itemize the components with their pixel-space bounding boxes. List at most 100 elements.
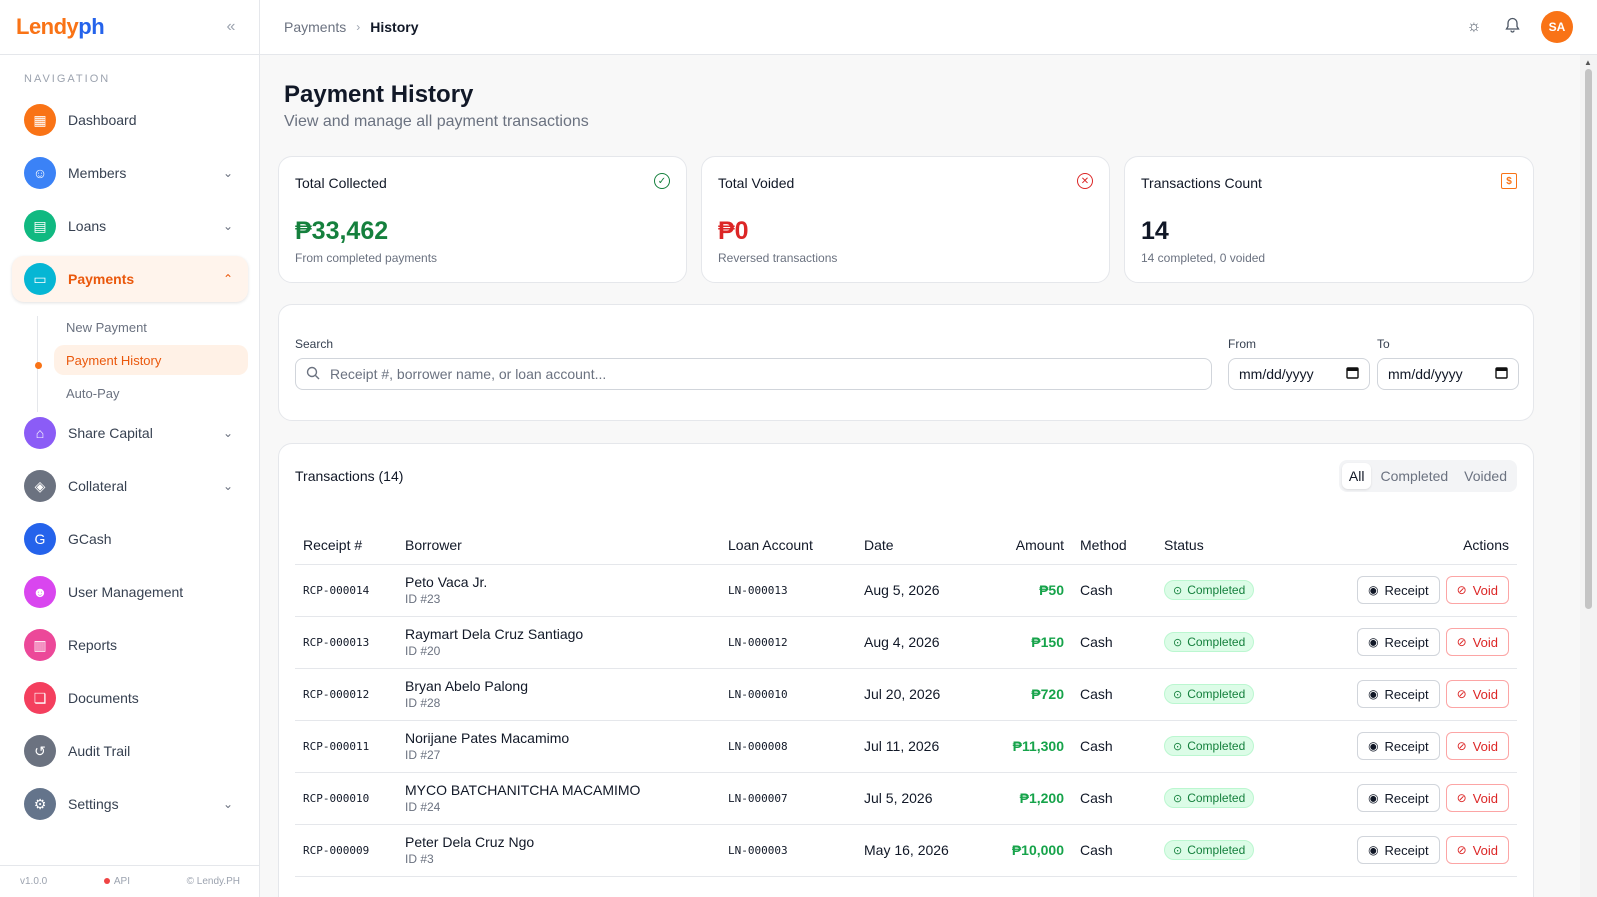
transactions-card: Transactions (14) All Completed Voided Rec…	[278, 443, 1534, 897]
top-header: Payments › History ☼ SA	[260, 0, 1597, 55]
calendar-icon[interactable]	[1346, 366, 1359, 382]
x-circle-icon: ✕	[1077, 173, 1093, 189]
payment-method: Cash	[1072, 772, 1156, 825]
loan-account: LN-000007	[720, 772, 856, 825]
check-circle-icon: ⊙	[1173, 636, 1183, 649]
sidebar-item-user-management[interactable]: ☻ User Management	[12, 569, 248, 615]
column-header-date: Date	[856, 526, 966, 565]
from-date-input[interactable]: mm/dd/yyyy	[1228, 358, 1370, 390]
user-avatar[interactable]: SA	[1541, 11, 1573, 43]
payment-date: Jul 20, 2026	[856, 668, 966, 721]
status-badge: ⊙ Completed	[1164, 788, 1255, 808]
sidebar-item-members[interactable]: ☺ Members ⌄	[12, 150, 248, 196]
brand-logo[interactable]: Lendyph	[16, 14, 105, 40]
void-button[interactable]: ⊘ Void	[1445, 732, 1509, 760]
check-circle-icon: ✓	[654, 173, 670, 189]
sidebar-item-audit-trail[interactable]: ↺ Audit Trail	[12, 728, 248, 774]
calendar-icon[interactable]	[1495, 366, 1508, 382]
collapse-sidebar-icon[interactable]: «	[226, 18, 236, 35]
borrower-name[interactable]: Norijane Pates Macamimo	[405, 730, 570, 746]
borrower-name[interactable]: Bryan Abelo Palong	[405, 678, 528, 694]
void-button[interactable]: ⊘ Void	[1445, 628, 1509, 656]
receipt-button-label: Receipt	[1384, 790, 1429, 806]
notification-bell-icon[interactable]	[1503, 17, 1521, 38]
status-cell: ⊙ Completed	[1156, 824, 1308, 877]
actions-cell: ◉ Receipt ⊘ Void	[1308, 824, 1517, 877]
receipt-icon: $	[1501, 173, 1517, 189]
check-circle-icon: ⊙	[1173, 688, 1183, 701]
breadcrumb-parent[interactable]: Payments	[284, 19, 347, 35]
payment-method: Cash	[1072, 824, 1156, 877]
sidebar-item-settings[interactable]: ⚙ Settings ⌄	[12, 781, 248, 827]
table-row: RCP-000014 Peto Vaca Jr. ID #23 LN-000013 Au…	[295, 564, 1517, 617]
eye-icon: ◉	[1368, 843, 1379, 857]
theme-toggle-icon[interactable]: ☼	[1466, 18, 1482, 35]
ban-icon: ⊘	[1456, 635, 1467, 649]
to-date-input[interactable]: mm/dd/yyyy	[1377, 358, 1519, 390]
stat-title: Total Collected	[295, 175, 387, 191]
receipt-number: RCP-000013	[295, 616, 397, 669]
ban-icon: ⊘	[1456, 843, 1467, 857]
members-icon: ☺	[24, 157, 56, 189]
payment-amount: ₱10,000	[966, 824, 1072, 877]
view-receipt-button[interactable]: ◉ Receipt	[1357, 576, 1440, 604]
tab-completed[interactable]: Completed	[1380, 468, 1449, 484]
void-button[interactable]: ⊘ Void	[1445, 836, 1509, 864]
submenu-item-auto-pay[interactable]: Auto-Pay	[66, 385, 120, 401]
eye-icon: ◉	[1368, 791, 1379, 805]
sidebar-item-payments[interactable]: ▭ Payments ⌃	[12, 256, 248, 302]
actions-cell: ◉ Receipt ⊘ Void	[1308, 668, 1517, 721]
borrower-name[interactable]: Peter Dela Cruz Ngo	[405, 834, 535, 850]
chevron-down-icon: ⌄	[222, 166, 234, 180]
submenu-item-payment-history[interactable]: Payment History	[54, 345, 248, 375]
borrower-name[interactable]: MYCO BATCHANITCHA MACAMIMO	[405, 782, 641, 798]
main-scrollbar[interactable]: ▲	[1580, 55, 1597, 897]
status-filter-tabs: All Completed Voided	[1338, 460, 1517, 492]
actions-cell: ◉ Receipt ⊘ Void	[1308, 564, 1517, 617]
ban-icon: ⊘	[1456, 583, 1467, 597]
scroll-up-icon[interactable]: ▲	[1584, 58, 1592, 67]
sidebar-item-share-capital[interactable]: ⌂ Share Capital ⌄	[12, 410, 248, 456]
view-receipt-button[interactable]: ◉ Receipt	[1357, 836, 1440, 864]
copyright: © Lendy.PH	[186, 876, 240, 887]
payments-icon: ▭	[24, 263, 56, 295]
transactions-title: Transactions (14)	[295, 468, 404, 484]
scroll-thumb[interactable]	[1585, 69, 1592, 609]
sidebar-item-documents[interactable]: ❏ Documents	[12, 675, 248, 721]
receipt-number: RCP-000014	[295, 564, 397, 617]
search-input[interactable]: Receipt #, borrower name, or loan accoun…	[295, 358, 1212, 390]
sidebar-item-label: Payments	[68, 271, 135, 287]
table-row: RCP-000013 Raymart Dela Cruz Santiago ID #…	[295, 616, 1517, 669]
payment-amount: ₱1,200	[966, 772, 1072, 825]
ban-icon: ⊘	[1456, 687, 1467, 701]
transactions-table: Receipt # Borrower Loan Account Date Amount M…	[295, 526, 1517, 877]
sidebar-item-label: Loans	[68, 218, 107, 234]
void-button[interactable]: ⊘ Void	[1445, 680, 1509, 708]
view-receipt-button[interactable]: ◉ Receipt	[1357, 732, 1440, 760]
void-button[interactable]: ⊘ Void	[1445, 784, 1509, 812]
sidebar-item-loans[interactable]: ▤ Loans ⌄	[12, 203, 248, 249]
check-circle-icon: ⊙	[1173, 844, 1183, 857]
column-header-borrower: Borrower	[397, 526, 720, 565]
view-receipt-button[interactable]: ◉ Receipt	[1357, 628, 1440, 656]
tab-all[interactable]: All	[1341, 463, 1372, 489]
column-header-actions: Actions	[1308, 526, 1517, 565]
tab-voided[interactable]: Voided	[1464, 468, 1507, 484]
void-button[interactable]: ⊘ Void	[1445, 576, 1509, 604]
view-receipt-button[interactable]: ◉ Receipt	[1357, 680, 1440, 708]
view-receipt-button[interactable]: ◉ Receipt	[1357, 784, 1440, 812]
sidebar-item-gcash[interactable]: G GCash	[12, 516, 248, 562]
stat-subtext: 14 completed, 0 voided	[1141, 251, 1266, 265]
borrower-name[interactable]: Raymart Dela Cruz Santiago	[405, 626, 584, 642]
to-label: To	[1377, 337, 1390, 351]
borrower-name[interactable]: Peto Vaca Jr.	[405, 574, 488, 590]
sidebar-item-reports[interactable]: ▥ Reports	[12, 622, 248, 668]
payment-date: May 16, 2026	[856, 824, 966, 877]
sidebar-item-dashboard[interactable]: ▦ Dashboard	[12, 97, 248, 143]
submenu-item-new-payment[interactable]: New Payment	[66, 319, 147, 335]
collateral-icon: ◈	[24, 470, 56, 502]
sidebar-item-collateral[interactable]: ◈ Collateral ⌄	[12, 463, 248, 509]
payment-method: Cash	[1072, 720, 1156, 773]
audit-trail-icon: ↺	[24, 735, 56, 767]
borrower-cell: MYCO BATCHANITCHA MACAMIMO ID #24	[397, 772, 720, 825]
